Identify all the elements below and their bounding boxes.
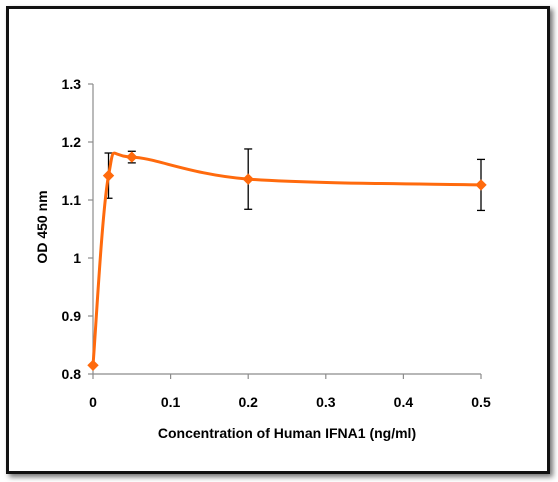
data-point: [102, 169, 115, 182]
chart-frame: [6, 6, 550, 474]
x-tick-label: 0.1: [161, 394, 181, 410]
axes: 0.8 0.9 1 1.1 1.2 1.3 0 0.1 0.2 0.3 0.4 0.5: [62, 76, 491, 410]
error-bars: [104, 148, 485, 212]
data-point: [242, 173, 254, 185]
y-tick-label: 1.1: [62, 192, 82, 208]
data-point: [126, 151, 138, 163]
y-tick-label: 1.3: [62, 76, 82, 92]
axis-labels: Concentration of Human IFNA1 (ng/ml) OD …: [34, 190, 416, 441]
y-axis-title: OD 450 nm: [34, 190, 50, 263]
data-series: [87, 151, 487, 372]
series-line: [91, 151, 483, 367]
y-tick-label: 1.2: [62, 134, 82, 150]
x-tick-label: 0.4: [394, 394, 414, 410]
data-point: [475, 179, 487, 191]
y-tick-label: 1: [73, 250, 81, 266]
x-axis-title: Concentration of Human IFNA1 (ng/ml): [158, 425, 416, 441]
y-tick-label: 0.9: [62, 308, 82, 324]
x-tick-label: 0.5: [471, 394, 491, 410]
y-tick-label: 0.8: [62, 366, 82, 382]
x-tick-label: 0.2: [238, 394, 258, 410]
x-tick-label: 0: [89, 394, 97, 410]
data-point: [87, 359, 99, 372]
x-tick-label: 0.3: [316, 394, 336, 410]
